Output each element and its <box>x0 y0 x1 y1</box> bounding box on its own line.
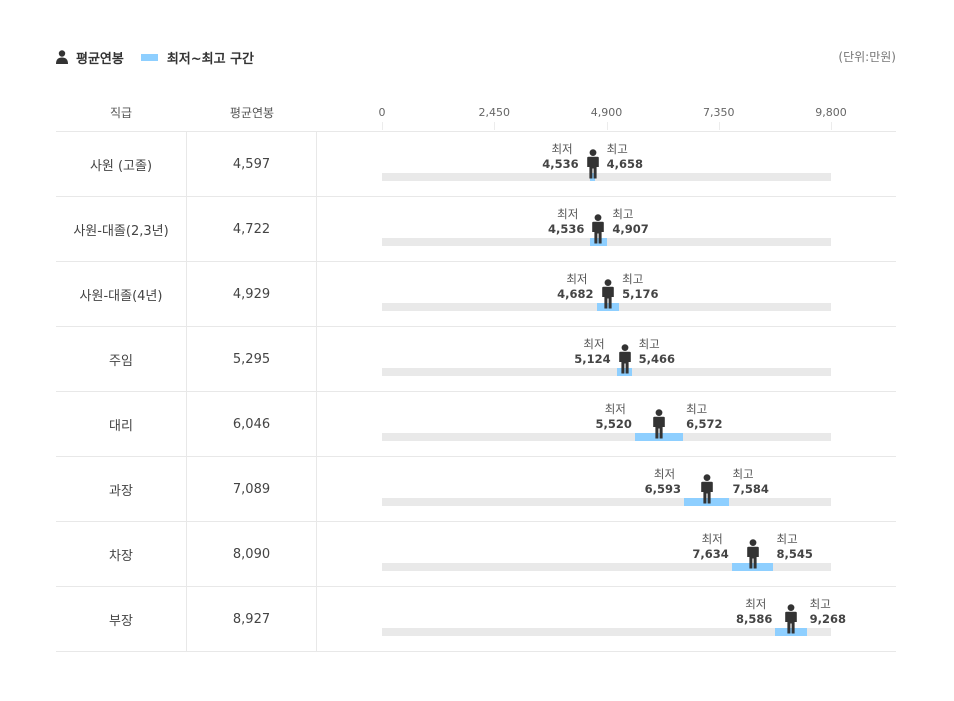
table-row: 대리 6,046 최저 5,520 최고 6,572 <box>56 392 896 457</box>
grade-cell: 대리 <box>56 392 187 456</box>
person-icon <box>56 50 68 64</box>
min-caption: 최저 <box>557 207 579 221</box>
axis-tick-label: 9,800 <box>815 106 847 119</box>
max-value-label: 9,268 <box>809 612 847 626</box>
min-caption: 최저 <box>653 467 676 481</box>
salary-range-bar <box>731 563 774 571</box>
salary-range-bar <box>775 628 807 636</box>
salary-range-bar <box>596 303 620 311</box>
grade-cell: 부장 <box>56 587 187 651</box>
grade-column-header: 직급 <box>109 106 133 120</box>
avg-salary-cell: 8,927 <box>187 587 317 651</box>
avg-salary-cell: 6,046 <box>187 392 317 456</box>
min-caption: 최저 <box>604 402 626 416</box>
salary-range-bar <box>589 238 607 246</box>
grade-cell: 사원-대졸(2,3년) <box>56 197 187 261</box>
min-value-label: 5,520 <box>595 417 632 431</box>
grade-cell: 사원-대졸(4년) <box>56 262 187 326</box>
avg-salary-cell: 4,597 <box>187 132 317 196</box>
unit-label: (단위:만원) <box>838 50 896 64</box>
avg-salary-cell: 4,929 <box>187 262 317 326</box>
axis-track <box>382 368 831 376</box>
avg-salary-cell: 5,295 <box>187 327 317 391</box>
max-value-label: 6,572 <box>686 417 723 431</box>
legend-avg-label: 평균연봉 <box>76 51 124 67</box>
legend-range-swatch <box>140 53 158 61</box>
axis-tick-label: 7,350 <box>703 106 735 119</box>
avg-column-header: 평균연봉 <box>229 106 275 120</box>
min-value-label: 4,682 <box>557 287 594 301</box>
axis-track <box>382 433 831 441</box>
min-value-label: 4,536 <box>547 222 585 236</box>
table-row: 사원-대졸(4년) 4,929 최저 4,682 최고 5,176 <box>56 262 896 327</box>
max-caption: 최고 <box>638 337 660 351</box>
max-caption: 최고 <box>622 272 644 286</box>
axis-track <box>382 173 831 181</box>
avg-person-icon <box>585 149 601 179</box>
grade-cell: 과장 <box>56 457 187 521</box>
salary-range-bar <box>616 368 633 376</box>
avg-salary-cell: 7,089 <box>187 457 317 521</box>
axis-track <box>382 498 831 506</box>
legend-range-label: 최저~최고 구간 <box>166 51 255 67</box>
max-value-label: 4,658 <box>606 157 643 171</box>
salary-range-bar <box>589 173 596 181</box>
avg-person-icon <box>745 539 761 569</box>
avg-person-icon <box>783 604 799 634</box>
min-caption: 최저 <box>583 337 605 351</box>
legend: 평균연봉 최저~최고 구간 <box>56 47 254 67</box>
min-value-label: 8,586 <box>735 612 773 626</box>
axis-track <box>382 563 831 571</box>
max-caption: 최고 <box>776 532 798 546</box>
max-caption: 최고 <box>686 402 708 416</box>
axis-tick-mark <box>606 122 608 130</box>
salary-range-bar <box>684 498 730 506</box>
axis-tick-mark <box>382 122 383 130</box>
grade-cell: 차장 <box>56 522 187 586</box>
avg-person-icon <box>590 214 606 244</box>
avg-person-icon <box>600 279 616 309</box>
axis-tick-mark <box>718 122 720 130</box>
axis-tick-label: 0 <box>378 106 386 119</box>
table-row: 과장 7,089 최저 6,593 최고 7,584 <box>56 457 896 522</box>
min-caption: 최저 <box>701 532 723 546</box>
min-caption: 최저 <box>745 597 767 611</box>
avg-salary-cell: 8,090 <box>187 522 317 586</box>
min-value-label: 5,124 <box>574 352 611 366</box>
grade-cell: 사원 (고졸) <box>56 132 187 196</box>
axis-tick-mark <box>494 122 496 130</box>
axis-tick-label: 2,450 <box>478 106 511 119</box>
min-value-label: 4,536 <box>542 157 579 171</box>
table-header: 직급 평균연봉 0 2,450 4,900 7,350 9,800 <box>56 98 896 132</box>
max-value-label: 8,545 <box>776 547 813 561</box>
table-row: 부장 8,927 최저 8,586 최고 9,268 <box>56 587 896 652</box>
max-caption: 최고 <box>612 207 634 221</box>
axis-tick-label: 4,900 <box>590 106 623 119</box>
axis-tick-mark <box>831 122 832 130</box>
grade-cell: 주임 <box>56 327 187 391</box>
table-row: 사원-대졸(2,3년) 4,722 최저 4,536 최고 4,907 <box>56 197 896 262</box>
table-row: 사원 (고졸) 4,597 최저 4,536 최고 4,658 <box>56 132 896 197</box>
table-row: 주임 5,295 최저 5,124 최고 5,466 <box>56 327 896 392</box>
min-value-label: 7,634 <box>692 547 729 561</box>
max-value-label: 5,176 <box>622 287 659 301</box>
max-value-label: 5,466 <box>638 352 675 366</box>
max-value-label: 4,907 <box>612 222 649 236</box>
avg-person-icon <box>617 344 633 374</box>
max-value-label: 7,584 <box>732 482 769 496</box>
min-caption: 최저 <box>566 272 588 286</box>
table-row: 차장 8,090 최저 7,634 최고 8,545 <box>56 522 896 587</box>
salary-range-bar <box>634 433 684 441</box>
max-caption: 최고 <box>606 142 628 156</box>
min-value-label: 6,593 <box>644 482 682 496</box>
avg-person-icon <box>651 409 667 439</box>
axis-track <box>382 628 831 636</box>
max-caption: 최고 <box>732 467 754 481</box>
avg-salary-cell: 4,722 <box>187 197 317 261</box>
avg-person-icon <box>699 474 715 504</box>
max-caption: 최고 <box>809 597 831 611</box>
min-caption: 최저 <box>551 142 573 156</box>
